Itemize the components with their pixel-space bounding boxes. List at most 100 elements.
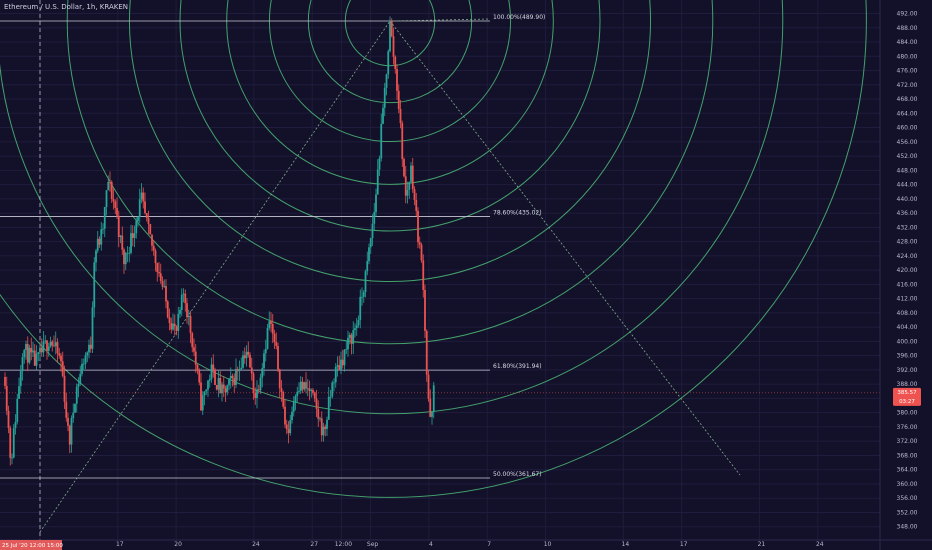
candle-body bbox=[224, 388, 227, 393]
x-tick-label: 17 bbox=[116, 541, 124, 548]
candle-body bbox=[49, 341, 52, 347]
candle-body bbox=[424, 289, 426, 331]
candle-body bbox=[81, 363, 83, 374]
candle-body bbox=[275, 342, 278, 346]
candle-body bbox=[221, 384, 223, 394]
candle-body bbox=[299, 381, 302, 392]
candle-body bbox=[187, 315, 190, 317]
candle-body bbox=[361, 296, 363, 298]
y-tick-label: 368.00 bbox=[897, 452, 918, 459]
candle-body bbox=[229, 375, 232, 379]
fib-level-label: 61.80%(391.94) bbox=[493, 363, 542, 370]
candle-body bbox=[310, 389, 313, 392]
candle-body bbox=[320, 418, 323, 436]
x-tick-label: 7 bbox=[487, 541, 491, 548]
candle-body bbox=[432, 385, 435, 412]
candle-body bbox=[341, 359, 344, 366]
candle-body bbox=[170, 323, 173, 330]
candle-body bbox=[79, 373, 82, 385]
x-tick-label: 4 bbox=[429, 541, 433, 548]
candle-body bbox=[252, 373, 255, 393]
candle-body bbox=[240, 367, 243, 370]
candles bbox=[4, 16, 435, 466]
candle-body bbox=[142, 192, 145, 202]
candle-body bbox=[245, 351, 248, 359]
y-tick-label: 480.00 bbox=[897, 53, 918, 60]
x-tick-label: Sep bbox=[367, 541, 379, 548]
candle-body bbox=[233, 377, 236, 385]
candle-body bbox=[207, 380, 209, 390]
candle-body bbox=[175, 326, 178, 331]
candle-body bbox=[114, 201, 117, 208]
y-tick-label: 456.00 bbox=[897, 139, 918, 146]
candle-body bbox=[182, 293, 185, 295]
candle-body bbox=[46, 340, 48, 351]
candle-body bbox=[58, 353, 61, 356]
candle-body bbox=[394, 56, 397, 70]
candle-body bbox=[315, 398, 318, 409]
candle-body bbox=[154, 250, 157, 264]
candle-body bbox=[152, 245, 155, 251]
y-tick-label: 464.00 bbox=[897, 110, 918, 117]
y-tick-label: 492.00 bbox=[897, 11, 918, 18]
y-tick-label: 468.00 bbox=[897, 96, 918, 103]
candle-body bbox=[96, 238, 99, 251]
candle-body bbox=[28, 347, 31, 363]
candle-body bbox=[417, 210, 419, 243]
candle-body bbox=[380, 123, 383, 159]
candle-body bbox=[301, 381, 304, 390]
y-tick-label: 388.00 bbox=[897, 381, 918, 388]
candle-body bbox=[119, 235, 122, 237]
candle-body bbox=[47, 346, 50, 351]
candle-body bbox=[364, 271, 367, 293]
candle-body bbox=[128, 252, 131, 254]
candle-body bbox=[173, 323, 176, 327]
x-tick-label: 12:00 bbox=[335, 541, 352, 548]
candle-body bbox=[264, 348, 267, 354]
candle-body bbox=[131, 233, 134, 239]
candle-body bbox=[362, 292, 365, 297]
candle-body bbox=[415, 200, 418, 211]
y-tick-label: 428.00 bbox=[897, 239, 918, 246]
candle-body bbox=[294, 396, 297, 402]
fib-arc-9 bbox=[0, 0, 867, 498]
candle-body bbox=[16, 398, 19, 422]
candle-body bbox=[334, 366, 337, 383]
candle-body bbox=[401, 123, 404, 160]
candle-body bbox=[259, 377, 262, 391]
candle-body bbox=[110, 182, 113, 200]
candle-body bbox=[347, 337, 349, 350]
candle-body bbox=[289, 420, 292, 434]
candle-body bbox=[376, 169, 379, 195]
candle-body bbox=[322, 426, 325, 436]
candle-body bbox=[95, 250, 97, 263]
candle-body bbox=[296, 391, 299, 397]
candle-body bbox=[431, 411, 433, 417]
y-tick-label: 420.00 bbox=[897, 267, 918, 274]
candle-body bbox=[343, 349, 346, 366]
y-tick-label: 488.00 bbox=[897, 25, 918, 32]
candle-body bbox=[331, 382, 334, 397]
candle-body bbox=[25, 344, 27, 350]
candle-body bbox=[159, 273, 162, 281]
candle-body bbox=[340, 359, 342, 370]
candle-body bbox=[238, 369, 241, 372]
candle-body bbox=[219, 377, 222, 394]
candle-body bbox=[100, 229, 103, 245]
candle-body bbox=[319, 418, 321, 420]
y-tick-label: 364.00 bbox=[897, 467, 918, 474]
candle-body bbox=[273, 333, 276, 343]
y-tick-label: 396.00 bbox=[897, 353, 918, 360]
candle-body bbox=[373, 212, 376, 224]
candle-body bbox=[338, 365, 341, 370]
candle-body bbox=[51, 341, 54, 346]
current-price-value: 385.57 bbox=[897, 390, 917, 396]
candle-body bbox=[429, 398, 432, 417]
candle-body bbox=[123, 249, 125, 265]
candle-body bbox=[39, 347, 41, 353]
candle-body bbox=[89, 344, 92, 349]
candle-body bbox=[198, 370, 201, 383]
candle-body bbox=[278, 369, 281, 389]
y-tick-label: 476.00 bbox=[897, 68, 918, 75]
